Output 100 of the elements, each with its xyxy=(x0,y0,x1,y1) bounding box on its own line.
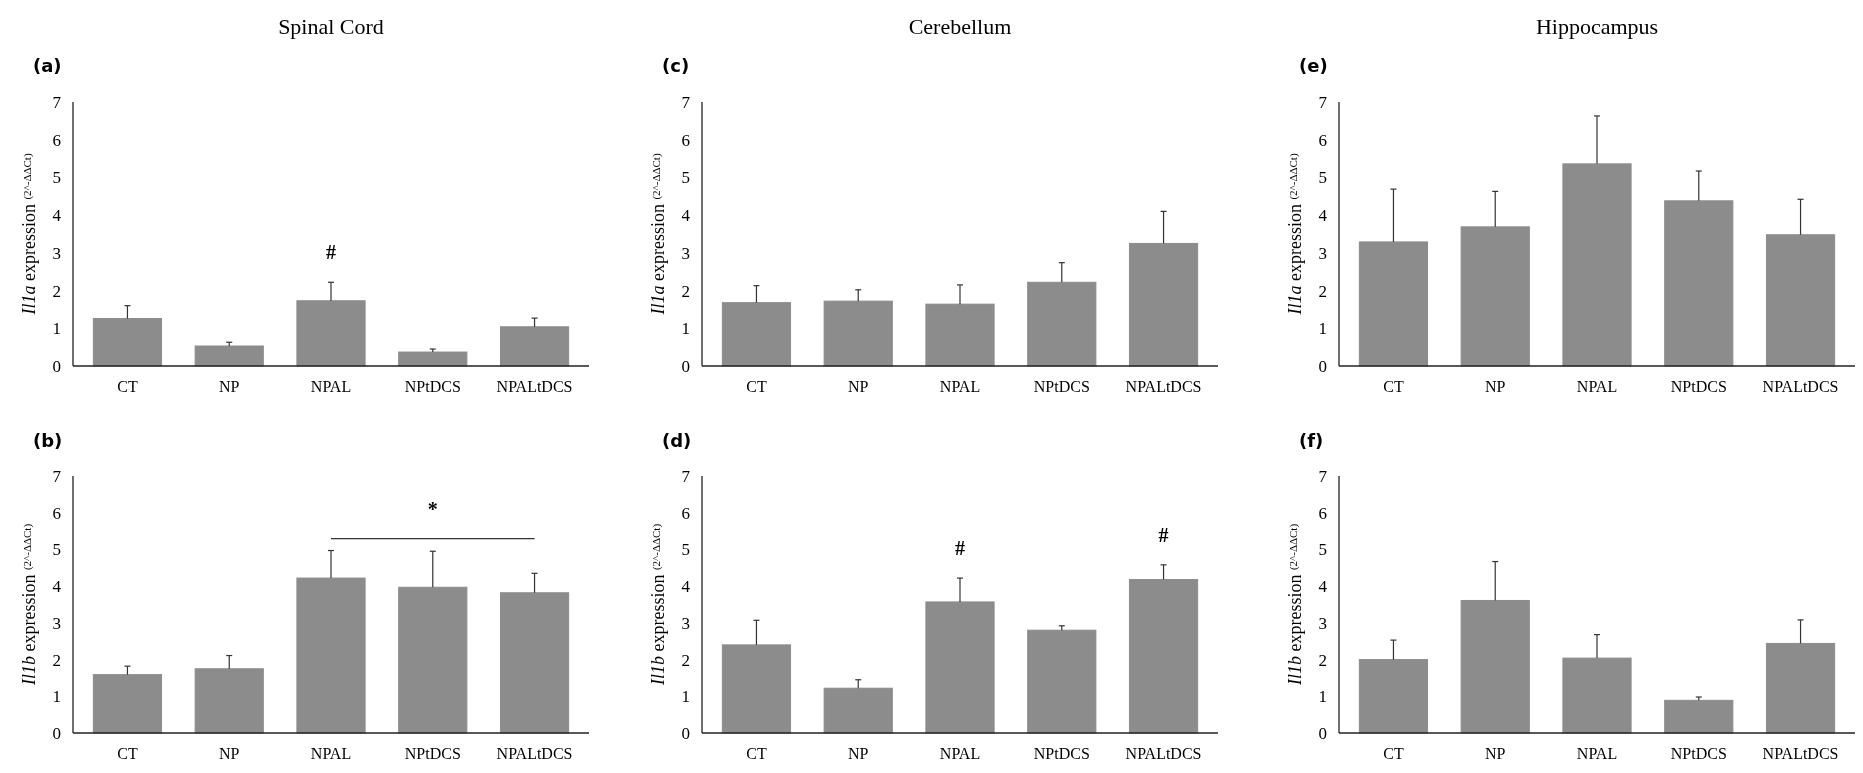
x-tick-label: NPALtDCS xyxy=(1762,378,1839,395)
bar xyxy=(499,592,570,734)
y-tick-label: 2 xyxy=(52,281,61,301)
x-tick-label: NPAL xyxy=(1576,745,1618,762)
bar xyxy=(1664,200,1734,367)
x-tick-label: NPtDCS xyxy=(1670,378,1727,395)
annotation: # xyxy=(1158,523,1169,546)
x-tick-label: NP xyxy=(1485,378,1506,395)
x-tick-label: NP xyxy=(1485,745,1506,762)
bar xyxy=(499,326,570,367)
y-tick-label: 1 xyxy=(681,687,690,707)
y-tick-label: 0 xyxy=(681,356,690,376)
bar xyxy=(296,577,366,734)
chart-subtitle: (a) xyxy=(33,55,62,76)
y-tick-label: 5 xyxy=(681,168,690,188)
bar xyxy=(823,300,893,367)
y-tick-label: 5 xyxy=(681,540,690,560)
x-tick-label: NPtDCS xyxy=(404,745,461,762)
bar xyxy=(296,300,366,367)
x-tick-label: CT xyxy=(1383,745,1404,762)
bar xyxy=(1562,163,1632,367)
bar xyxy=(823,687,893,734)
bar xyxy=(925,303,995,367)
y-tick-label: 1 xyxy=(52,687,61,707)
x-tick-label: NPAL xyxy=(939,378,981,395)
bar xyxy=(925,601,995,734)
y-tick-label: 4 xyxy=(681,206,691,226)
bar xyxy=(1128,579,1199,734)
y-tick-label: 2 xyxy=(681,281,690,301)
y-tick-label: 5 xyxy=(1318,540,1327,560)
y-tick-label: 0 xyxy=(52,723,61,743)
y-tick-label: 6 xyxy=(1318,503,1327,523)
annotation: # xyxy=(326,241,336,264)
y-tick-label: 6 xyxy=(681,130,690,150)
x-tick-label: NPALtDCS xyxy=(1125,745,1202,762)
y-tick-label: 2 xyxy=(1318,281,1327,301)
x-tick-label: NPALtDCS xyxy=(1762,745,1839,762)
chart-subtitle: (e) xyxy=(1299,55,1328,76)
x-tick-label: CT xyxy=(117,378,138,395)
x-tick-label: NPtDCS xyxy=(1670,745,1727,762)
x-tick-label: NPtDCS xyxy=(1033,378,1090,395)
y-tick-label: 7 xyxy=(681,92,691,112)
chart-subtitle: (f) xyxy=(1299,430,1324,451)
bar xyxy=(1027,281,1097,367)
bar xyxy=(1765,642,1836,734)
chart-title: Spinal Cord xyxy=(278,14,384,39)
bar xyxy=(1027,629,1097,734)
chart-title: Cerebellum xyxy=(908,14,1012,39)
bar xyxy=(1562,657,1632,734)
annotation: * xyxy=(427,497,438,520)
x-tick-label: NPAL xyxy=(1576,378,1618,395)
y-tick-label: 0 xyxy=(52,356,61,376)
y-tick-label: 7 xyxy=(52,92,62,112)
chart-subtitle: (c) xyxy=(662,55,690,76)
bar xyxy=(1664,699,1734,734)
y-tick-label: 6 xyxy=(52,130,61,150)
chart-subtitle: (b) xyxy=(33,430,63,451)
y-tick-label: 5 xyxy=(52,540,61,560)
bar xyxy=(1460,599,1530,734)
y-tick-label: 6 xyxy=(681,503,690,523)
y-tick-label: 0 xyxy=(1318,723,1327,743)
bar xyxy=(721,302,792,367)
x-tick-label: NP xyxy=(848,378,869,395)
bar xyxy=(194,345,264,367)
y-tick-label: 4 xyxy=(1318,206,1328,226)
y-tick-label: 7 xyxy=(1318,466,1328,486)
y-tick-label: 4 xyxy=(681,577,691,597)
bar xyxy=(721,644,792,734)
y-tick-label: 6 xyxy=(1318,130,1327,150)
x-tick-label: NPALtDCS xyxy=(496,745,573,762)
chart-title: Hippocampus xyxy=(1535,14,1659,39)
bar xyxy=(1358,659,1429,734)
y-tick-label: 5 xyxy=(52,168,61,188)
x-tick-label: NPAL xyxy=(310,378,352,395)
bar xyxy=(1460,226,1530,367)
y-tick-label: 5 xyxy=(1318,168,1327,188)
y-tick-label: 3 xyxy=(52,613,61,633)
chart-subtitle: (d) xyxy=(662,430,692,451)
bar xyxy=(92,317,163,367)
y-tick-label: 4 xyxy=(52,206,62,226)
y-tick-label: 2 xyxy=(681,650,690,670)
y-tick-label: 1 xyxy=(681,319,690,339)
y-tick-label: 7 xyxy=(52,466,62,486)
y-tick-label: 4 xyxy=(52,577,62,597)
x-tick-label: NPALtDCS xyxy=(1125,378,1202,395)
x-tick-label: CT xyxy=(746,745,767,762)
y-tick-label: 4 xyxy=(1318,577,1328,597)
y-tick-label: 3 xyxy=(52,243,61,263)
x-tick-label: NP xyxy=(848,745,869,762)
y-tick-label: 7 xyxy=(681,466,691,486)
x-tick-label: NPAL xyxy=(939,745,981,762)
annotation: # xyxy=(955,537,965,560)
bar xyxy=(194,668,264,734)
bar xyxy=(92,674,163,734)
y-tick-label: 0 xyxy=(681,723,690,743)
y-tick-label: 3 xyxy=(1318,613,1327,633)
x-tick-label: NPtDCS xyxy=(404,378,461,395)
y-tick-label: 1 xyxy=(1318,319,1327,339)
bar xyxy=(1765,234,1836,367)
bar xyxy=(1128,242,1199,367)
